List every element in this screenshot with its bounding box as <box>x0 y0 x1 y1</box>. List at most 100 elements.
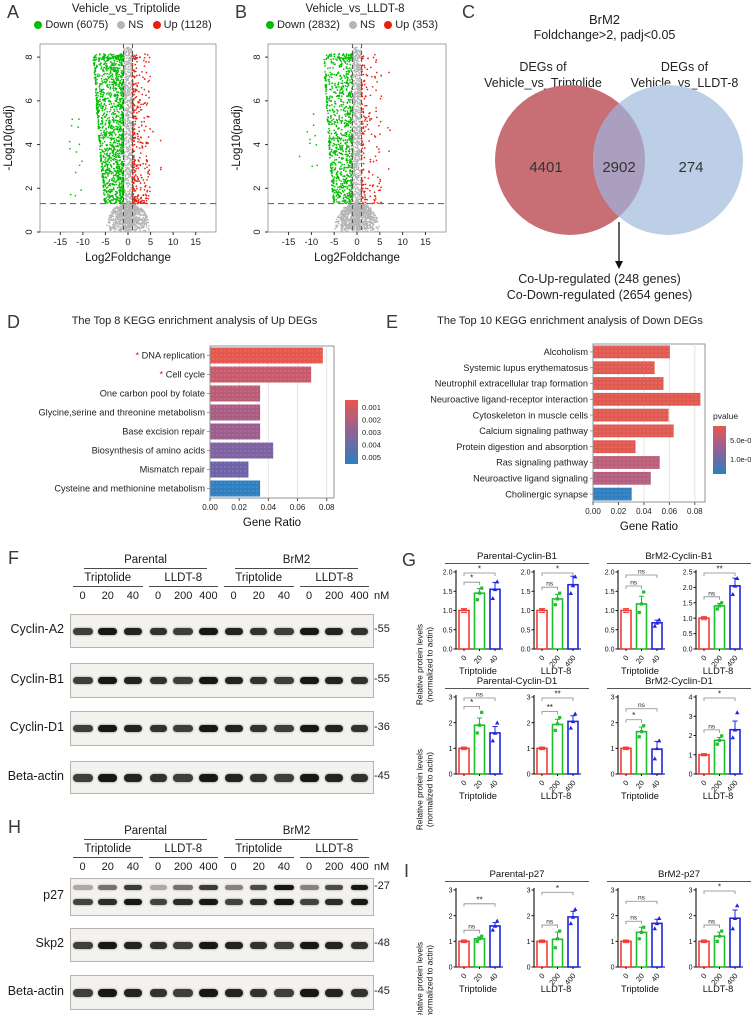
blot-dose-label: 200 <box>325 590 344 602</box>
blot-treatment-rule <box>148 586 218 587</box>
protein-band <box>173 899 194 905</box>
data-point <box>568 921 573 926</box>
x-tick-label: 0 <box>699 654 709 663</box>
data-point <box>570 914 576 919</box>
sig-bracket <box>625 900 658 905</box>
blot-membrane <box>70 711 374 746</box>
blot-group-header: Parental <box>124 825 167 837</box>
y-tick-label: 2.0 <box>605 570 615 577</box>
panel-G: G Relative protein levels (normalized to … <box>400 545 751 845</box>
x-tick-label: 20 <box>634 779 646 791</box>
protein-band <box>173 627 194 635</box>
blot-membrane <box>70 761 374 794</box>
up-dot-icon <box>384 21 393 29</box>
quant-group-charts: 0 1 2 3 0 20 40 * ns 0 1 2 3 0 200 400 ** ** <box>437 690 597 804</box>
kegg-category-label: Neuroactive ligand-receptor interaction <box>430 395 588 405</box>
quant-group-title: Parental-Cyclin-B1 <box>445 551 589 564</box>
protein-band <box>123 885 142 890</box>
legend-item: Down (6075) <box>34 19 108 31</box>
x-tick-label: 40 <box>487 779 499 791</box>
data-point <box>495 579 500 584</box>
y-tick-label: 6 <box>24 98 35 103</box>
x-tick-label: -5 <box>101 237 109 248</box>
sig-label: ns <box>708 919 716 926</box>
x-axis-label: Gene Ratio <box>620 521 678 533</box>
legend-label: Up (1128) <box>163 19 212 31</box>
data-point <box>477 591 482 595</box>
protein-band <box>149 885 167 890</box>
protein-band <box>98 885 118 890</box>
sig-bracket <box>703 697 736 701</box>
data-point <box>568 725 573 730</box>
sig-label: ** <box>554 690 561 699</box>
legend-item: Down (2832) <box>265 19 340 31</box>
protein-band <box>250 941 268 949</box>
protein-band <box>350 725 368 732</box>
protein-band <box>72 627 93 635</box>
panel-F: F Parental BrM2 Triptolide LLDT-8 Triptolide… <box>0 548 400 806</box>
plot-frame <box>39 43 217 233</box>
data-point <box>477 937 482 941</box>
kegg-up-title: The Top 8 KEGG enrichment analysis of Up… <box>71 315 318 327</box>
quant-group-title: BrM2-p27 <box>607 869 751 882</box>
kegg-category-label: Glycine,serine and threonine metabolism <box>39 408 206 418</box>
blot-dose-label: 400 <box>199 590 218 602</box>
data-point <box>732 916 738 921</box>
blot-treatment-rule <box>299 857 369 858</box>
legend-tick-label: 0.003 <box>362 428 381 437</box>
data-point <box>735 710 740 715</box>
y-tick-label: 1.5 <box>443 589 453 596</box>
y-tick-label: 2 <box>611 720 615 727</box>
pvalue-gradient-bar <box>713 426 726 474</box>
x-tick-label: 0.08 <box>319 503 335 512</box>
data-point <box>553 603 557 607</box>
x-tick-label: 0 <box>125 237 130 248</box>
venn-diagram: 4401 2902 274 <box>495 85 743 269</box>
protein-band <box>149 988 167 997</box>
sig-label: ns <box>546 919 554 926</box>
venn-title-line2: Foldchange>2, padj<0.05 <box>533 28 676 42</box>
treatment-label: LLDT-8 <box>540 984 572 994</box>
sig-label: * <box>632 711 636 720</box>
protein-band <box>224 627 243 635</box>
blot-dose-label: 400 <box>199 861 218 873</box>
kegg-category-label: Cysteine and methionine metabolism <box>54 484 205 494</box>
blot-protein-label: Cyclin-B1 <box>10 671 65 686</box>
kegg-category-label: Protein digestion and absorption <box>456 442 588 452</box>
data-point <box>730 591 735 596</box>
protein-band <box>325 885 344 890</box>
data-point <box>570 719 576 724</box>
venn-overlap-count: 2902 <box>602 159 635 176</box>
x-tick-label: 0 <box>537 779 547 788</box>
kegg-up-chart: * DNA replication * Cell cycle One carbon … <box>39 345 381 529</box>
y-tick-label: 0 <box>527 965 531 972</box>
x-tick-label: 0.00 <box>202 503 218 512</box>
x-tick-label: 0 <box>459 972 469 981</box>
x-tick-label: 0 <box>354 237 359 248</box>
data-point <box>720 601 724 605</box>
protein-band <box>149 941 167 949</box>
data-point <box>654 921 660 926</box>
bar <box>489 732 501 775</box>
panel-B: B Vehicle_vs_LLDT-8 Down (2832) NS Up (353… <box>228 0 458 308</box>
sig-label: ns <box>638 895 646 902</box>
blot-dose-label: 40 <box>277 861 291 873</box>
sig-bracket <box>625 574 658 579</box>
panel-D: D The Top 8 KEGG enrichment analysis of … <box>0 308 383 548</box>
sig-label: * <box>718 883 722 892</box>
sig-label: * <box>718 690 722 699</box>
protein-band <box>123 773 142 782</box>
quant-group: Parental-Cyclin-D1 0 1 2 3 0 20 40 * ns 0 1 2 3 0 200 40… <box>437 676 597 801</box>
protein-band <box>299 988 319 997</box>
y-tick-label: 0 <box>449 772 453 779</box>
protein-band <box>273 677 294 684</box>
sig-label: ns <box>638 569 646 576</box>
protein-band <box>123 899 142 905</box>
venn-coup-text: Co-Up-regulated (248 genes) <box>518 272 681 286</box>
sig-bracket <box>541 572 574 576</box>
legend-item: Up (1128) <box>152 19 212 31</box>
y-tick-label: 0 <box>689 772 693 779</box>
data-point <box>730 735 735 740</box>
